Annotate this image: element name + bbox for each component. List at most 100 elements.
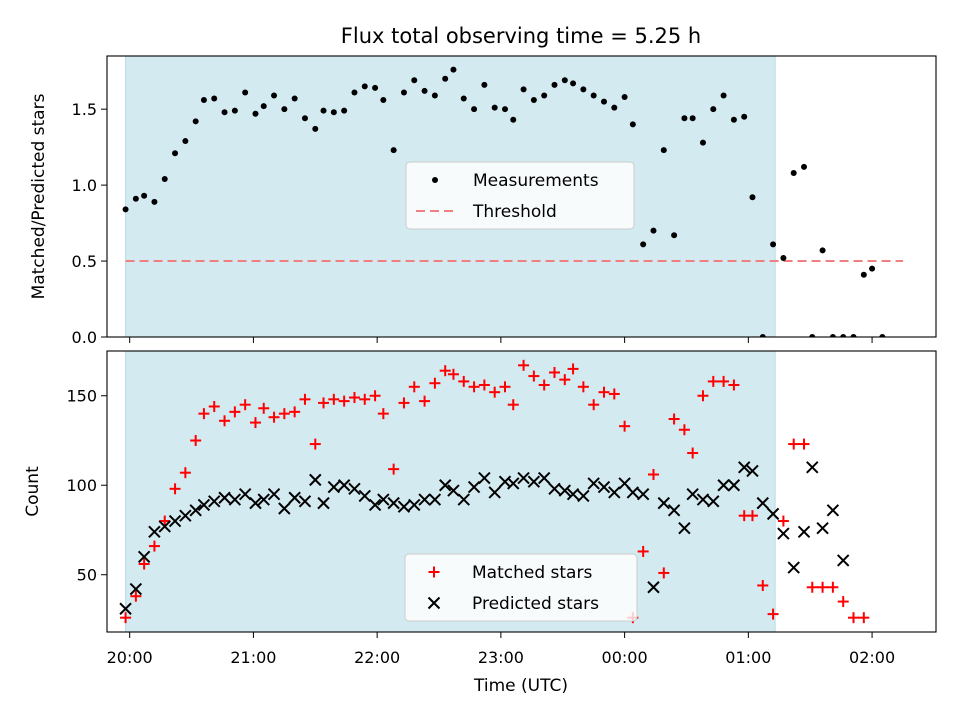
data-point bbox=[327, 480, 341, 494]
data-point bbox=[770, 241, 777, 248]
data-point bbox=[597, 480, 611, 494]
data-point bbox=[130, 590, 142, 602]
data-point bbox=[337, 479, 351, 492]
data-point bbox=[840, 334, 847, 337]
data-point bbox=[148, 540, 160, 552]
data-point bbox=[198, 408, 210, 420]
data-point bbox=[561, 77, 568, 84]
data-point bbox=[826, 504, 840, 517]
data-point bbox=[757, 579, 769, 591]
y-tick-label: 50 bbox=[77, 566, 97, 585]
y-tick-label: 1.5 bbox=[72, 100, 97, 119]
data-point bbox=[141, 192, 148, 199]
data-point bbox=[432, 177, 438, 183]
data-point bbox=[587, 477, 600, 490]
data-point bbox=[428, 566, 440, 578]
data-point bbox=[377, 493, 390, 506]
data-point bbox=[869, 265, 876, 272]
data-point bbox=[351, 89, 358, 96]
data-point bbox=[348, 482, 361, 496]
data-point bbox=[567, 363, 579, 375]
data-point bbox=[759, 334, 766, 337]
data-point bbox=[621, 94, 628, 101]
panel-count: 50 100 150 20:00 21:00 22:00 23:00 00:00 01:00 02… bbox=[23, 350, 937, 667]
data-point bbox=[208, 495, 221, 508]
data-point bbox=[271, 92, 278, 99]
data-point bbox=[647, 581, 660, 594]
data-point bbox=[527, 475, 541, 488]
data-point bbox=[408, 498, 421, 512]
x-tick-label: 23:00 bbox=[478, 648, 524, 667]
data-point bbox=[317, 496, 330, 510]
data-point bbox=[341, 107, 348, 114]
data-point bbox=[801, 163, 808, 170]
data-point bbox=[301, 115, 308, 122]
data-point bbox=[320, 107, 327, 114]
data-point bbox=[257, 493, 270, 506]
data-point bbox=[289, 406, 301, 418]
data-point bbox=[387, 496, 400, 510]
y-tick-label: 150 bbox=[66, 387, 97, 406]
data-point bbox=[439, 365, 451, 377]
data-point bbox=[159, 515, 171, 527]
data-point bbox=[179, 467, 191, 479]
data-point bbox=[457, 493, 470, 506]
data-point bbox=[570, 80, 577, 87]
data-point bbox=[298, 495, 312, 508]
data-point bbox=[777, 527, 790, 540]
data-point bbox=[727, 479, 741, 492]
legend-box bbox=[405, 161, 635, 230]
data-point bbox=[566, 487, 580, 501]
data-point bbox=[541, 92, 548, 99]
y-tick-label: 0.0 bbox=[72, 328, 97, 347]
data-point bbox=[418, 493, 431, 506]
legend-label: Predicted stars bbox=[472, 594, 599, 614]
data-point bbox=[819, 247, 826, 254]
data-point bbox=[746, 464, 759, 478]
data-point bbox=[398, 397, 410, 409]
data-point bbox=[558, 484, 572, 497]
data-point bbox=[168, 514, 182, 528]
data-point bbox=[358, 489, 371, 503]
data-point bbox=[657, 496, 670, 510]
data-point bbox=[608, 486, 621, 499]
data-point bbox=[129, 582, 143, 596]
data-point bbox=[438, 479, 452, 492]
data-point bbox=[707, 375, 719, 387]
data-point bbox=[338, 395, 350, 407]
data-point bbox=[242, 89, 249, 96]
series-dot bbox=[122, 66, 886, 337]
x-tick-label: 01:00 bbox=[725, 648, 771, 667]
data-point bbox=[478, 379, 490, 391]
data-point bbox=[687, 447, 699, 459]
data-point bbox=[309, 473, 322, 487]
data-point bbox=[590, 92, 597, 99]
data-point bbox=[696, 493, 710, 506]
data-point bbox=[798, 438, 810, 450]
data-point bbox=[328, 393, 340, 405]
y-axis-label: Matched/Predicted stars bbox=[29, 93, 49, 299]
data-point bbox=[738, 461, 751, 474]
data-point bbox=[720, 92, 727, 99]
data-point bbox=[179, 509, 192, 522]
data-point bbox=[288, 491, 301, 504]
data-point bbox=[309, 438, 321, 450]
data-point bbox=[397, 500, 411, 513]
data-point bbox=[707, 495, 720, 508]
data-point bbox=[467, 480, 481, 494]
x-tick-label: 00:00 bbox=[602, 648, 648, 667]
data-point bbox=[260, 103, 267, 110]
data-point bbox=[741, 113, 748, 120]
data-point bbox=[551, 81, 558, 88]
data-point bbox=[161, 176, 168, 183]
data-point bbox=[658, 567, 670, 579]
series-layer bbox=[122, 66, 886, 337]
data-point bbox=[879, 334, 886, 337]
data-point bbox=[189, 504, 202, 517]
data-point bbox=[611, 104, 618, 111]
data-point bbox=[390, 147, 397, 154]
data-point bbox=[249, 496, 262, 510]
data-point bbox=[460, 95, 467, 102]
data-point bbox=[637, 545, 649, 557]
data-point bbox=[850, 334, 857, 337]
